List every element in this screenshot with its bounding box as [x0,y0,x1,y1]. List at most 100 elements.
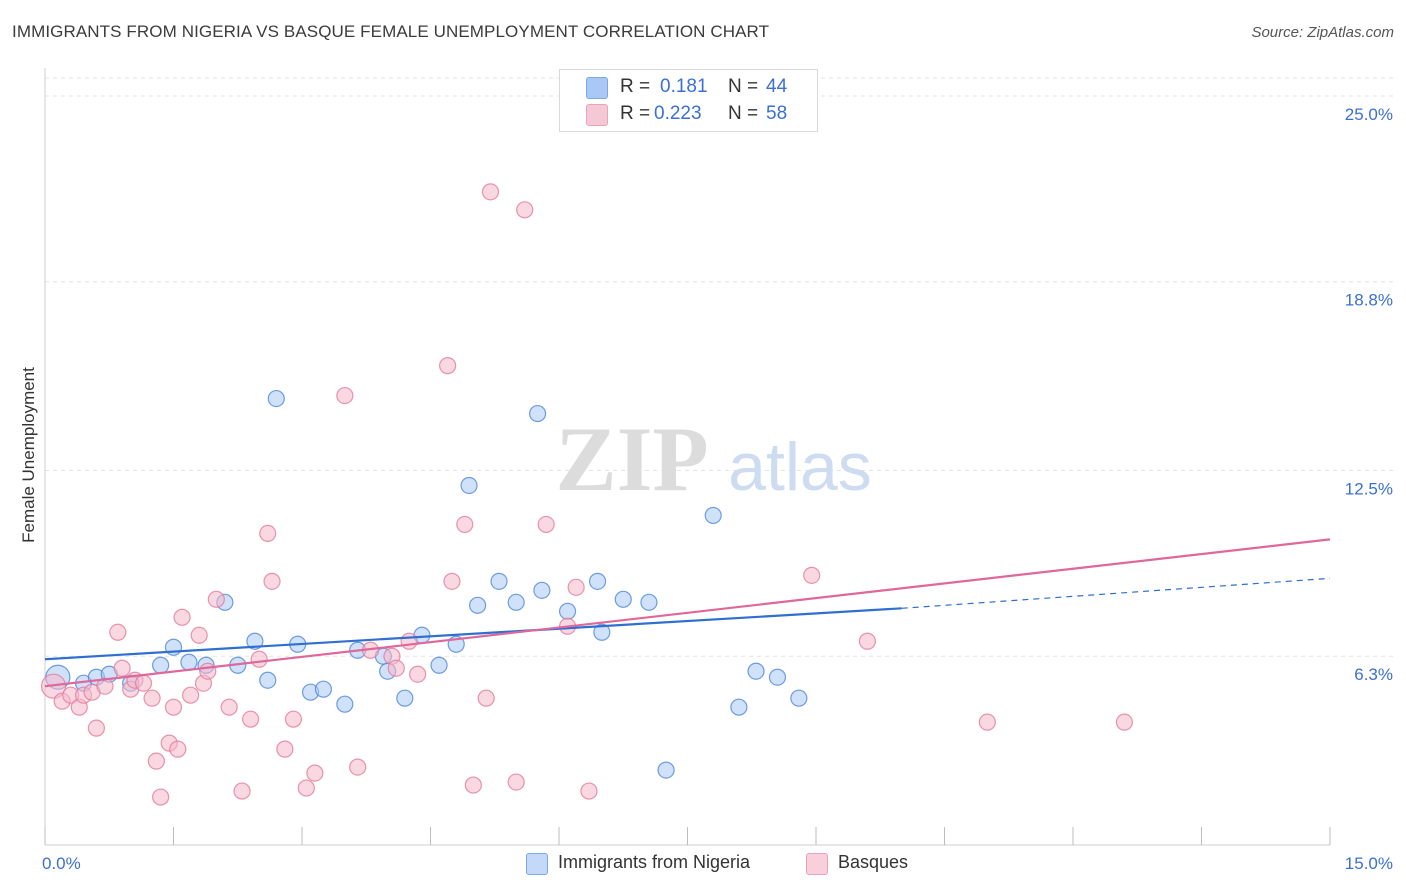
basques-point [507,773,525,791]
basques-trendline [44,538,1331,688]
legend-swatch-nigeria [586,77,608,99]
nigeria-point [768,668,787,686]
basques-point [96,677,114,695]
basques-point [567,578,585,596]
legend-swatch-basques [806,853,828,875]
basques-point [109,623,127,641]
correlation-legend: R = 0.181 N = 44 R = 0.223 N = 58 [559,69,818,132]
nigeria-point [704,506,722,525]
watermark-atlas: atlas [728,429,872,505]
basques-point [297,779,315,797]
nigeria-point [558,602,577,620]
basques-point [87,719,106,737]
basques-point [387,659,405,677]
nigeria-point [528,404,547,423]
basques-point [242,710,260,728]
basques-point [233,782,251,800]
basques-point [113,659,131,677]
nigeria-point [469,596,487,614]
legend-swatch-nigeria [526,853,548,875]
legend-n-value: 44 [766,76,788,97]
nigeria-point [460,476,478,495]
basques-point [169,740,187,758]
legend-r-label: R = [620,76,651,97]
basques-point [336,386,354,405]
basques-point [182,686,200,704]
nigeria-point [246,632,264,650]
basques-point [481,183,500,201]
basques-point [190,626,208,644]
basques-point [516,201,534,219]
nigeria-point [267,389,285,408]
basques-point [173,608,191,626]
basques-point [284,710,303,728]
basques-point [199,662,217,680]
basques-point [147,752,165,770]
nigeria-point [657,761,675,779]
nigeria-point [747,662,765,680]
basques-point [259,524,277,543]
legend-r-value: 0.223 [654,103,702,124]
legend-n-label: N = [728,103,759,124]
nigeria-point [259,671,277,689]
basques-point [207,590,225,608]
nigeria-point [614,590,632,608]
chart-title: IMMIGRANTS FROM NIGERIA VS BASQUE FEMALE… [12,22,770,41]
nigeria-point [588,572,607,590]
y-axis-label: Female Unemployment [19,367,38,543]
watermark-zip: ZIP [555,408,708,510]
basques-point [580,782,598,800]
basques-point [164,698,183,716]
basques-point [456,515,474,534]
basques-point [464,776,482,794]
legend-n-label: N = [728,76,759,97]
basques-point [858,632,877,650]
basques-point [439,357,457,375]
legend-n-value: 58 [766,103,788,124]
nigeria-point [533,581,551,599]
nigeria-trendline-extension [901,577,1331,609]
nigeria-point [730,698,748,716]
nigeria-point [593,623,611,641]
basques-point [537,515,555,534]
basques-point [276,740,294,758]
y-tick-label: 6.3% [1354,665,1393,684]
basques-point [1115,713,1134,731]
nigeria-point [180,653,198,671]
basques-point [349,758,367,776]
y-tick-label: 25.0% [1345,105,1393,124]
y-tick-label: 18.8% [1345,291,1393,310]
source-credit: Source: ZipAtlas.com [1251,24,1394,41]
nigeria-trendline [44,607,902,661]
basques-point [978,713,996,731]
basques-point [250,650,268,668]
legend-label-basques: Basques [838,852,909,872]
x-tick-label: 0.0% [42,854,81,873]
basques-point [409,665,427,683]
basques-point [443,572,461,590]
basques-point [143,689,161,707]
nigeria-point [152,656,170,674]
basques-point [220,698,238,716]
basques-point [152,788,170,806]
legend-r-value: 0.181 [660,76,708,97]
basques-point [477,689,495,707]
y-tick-label: 12.5% [1345,479,1393,498]
basques-point [134,674,153,692]
nigeria-point [490,572,508,590]
basques-point [263,572,281,590]
basques-point [400,632,418,650]
legend-label-nigeria: Immigrants from Nigeria [558,852,751,872]
nigeria-point [314,680,333,698]
nigeria-point [790,689,808,707]
basques-point [306,764,324,782]
legend-r-label: R = [620,103,651,124]
nigeria-point [507,593,525,611]
legend-swatch-basques [586,104,608,126]
x-tick-label: 15.0% [1345,854,1393,873]
nigeria-point [640,593,658,611]
basques-point [803,566,821,584]
nigeria-point [430,656,448,674]
nigeria-point [336,695,354,713]
